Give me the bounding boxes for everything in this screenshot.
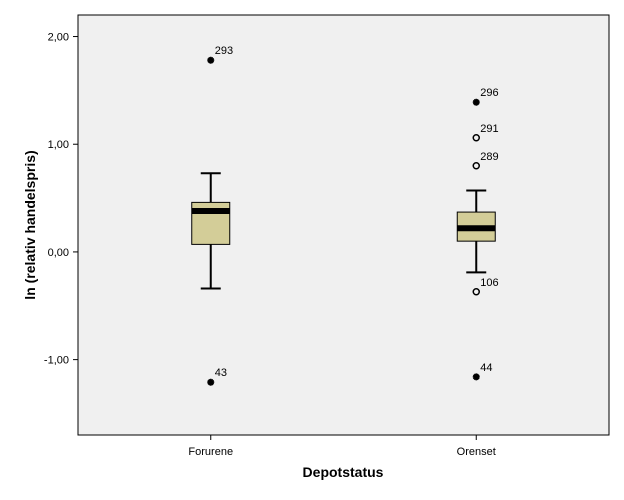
- outlier-circle: [472, 162, 480, 170]
- extreme-outlier-star: [472, 98, 480, 106]
- outlier-label: 289: [480, 151, 498, 163]
- extreme-outlier-star: [207, 56, 215, 64]
- x-axis-title: Depotstatus: [303, 464, 384, 480]
- y-tick-label: 1,00: [48, 139, 69, 151]
- x-tick-label: Forurene: [188, 446, 233, 458]
- extreme-outlier-star: [472, 373, 480, 381]
- x-tick-label: Orenset: [457, 446, 496, 458]
- outlier-circle: [472, 134, 480, 142]
- y-tick-label: 0,00: [48, 247, 69, 259]
- outlier-circle: [472, 288, 480, 296]
- y-tick-label: 2,00: [48, 32, 69, 44]
- outlier-label: 106: [480, 277, 498, 289]
- y-tick-label: -1,00: [44, 355, 69, 367]
- extreme-outlier-star: [207, 378, 215, 386]
- outlier-label: 296: [480, 87, 498, 99]
- outlier-label: 44: [480, 362, 492, 374]
- chart-marks: -1,00 0,00 1,00 2,00 Forurene Orenset 293 43 296…: [44, 32, 499, 458]
- outlier-label: 43: [215, 367, 227, 379]
- plot-area: [77, 14, 610, 436]
- outlier-label: 293: [215, 45, 233, 57]
- y-axis-title: ln (relativ handelspris): [22, 150, 38, 299]
- outlier-label: 291: [480, 123, 498, 135]
